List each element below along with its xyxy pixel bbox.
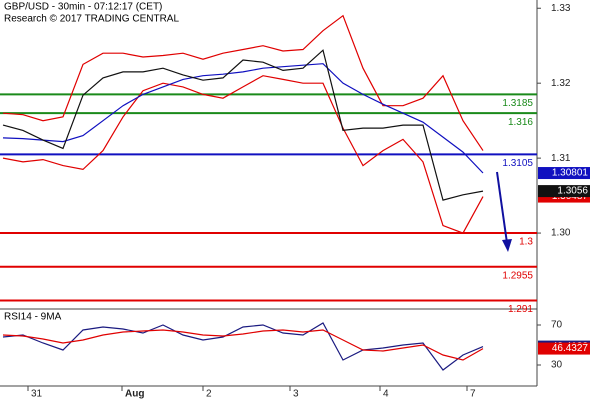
series-line: [2, 63, 484, 174]
chart-title: GBP/USD - 30min - 07:12:17 (CET): [4, 2, 162, 13]
x-tick-label: Aug: [125, 389, 144, 400]
chart-subtitle: Research © 2017 TRADING CENTRAL: [4, 14, 179, 25]
forecast-arrow: [496, 171, 512, 252]
price-tag: [538, 167, 590, 180]
y-tick-label: 30: [551, 360, 563, 371]
series-line: [2, 14, 484, 151]
price-tag-label: 46.4327: [552, 343, 589, 354]
series-line: [2, 322, 484, 371]
x-tick-label: 3: [293, 389, 299, 400]
y-tick-label: 1.30: [551, 228, 571, 239]
level-label: 1.3105: [502, 158, 533, 169]
level-label: 1.2955: [502, 270, 533, 281]
y-tick-label: 1.33: [551, 3, 571, 14]
series-line: [2, 49, 484, 201]
series-line: [2, 75, 484, 234]
y-tick-label: 1.32: [551, 78, 571, 89]
level-label: 1.3185: [502, 98, 533, 109]
y-tick-label: 70: [551, 320, 563, 331]
y-tick-label: 1.31: [551, 153, 571, 164]
level-label: 1.316: [508, 117, 533, 128]
series-line: [2, 329, 484, 361]
x-tick-label: 31: [31, 389, 43, 400]
x-tick-label: 7: [470, 389, 476, 400]
price-tag-label: 1.3056: [557, 186, 588, 197]
level-label: 1.3: [519, 237, 533, 248]
rsi-title: RSI14 - 9MA: [4, 312, 62, 323]
price-tag: [538, 342, 590, 355]
price-tag: [538, 185, 590, 198]
x-tick-label: 4: [383, 389, 389, 400]
level-label: 1.291: [508, 304, 533, 315]
price-tag-label: 1.30801: [552, 168, 589, 179]
x-tick-label: 2: [206, 389, 212, 400]
